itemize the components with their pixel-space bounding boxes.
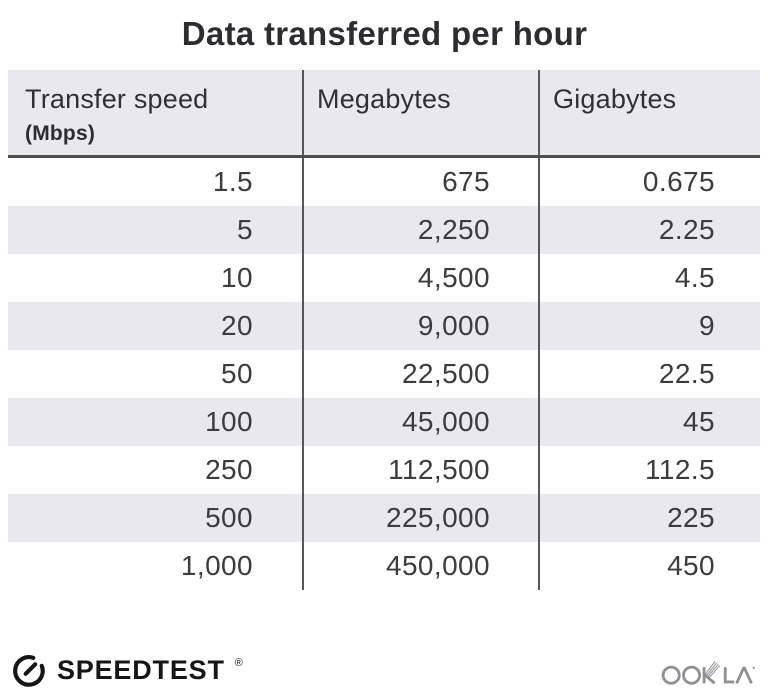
table-row: 50 22,500 22.5	[8, 350, 760, 398]
cell-gigabytes: 9	[538, 302, 760, 350]
cell-gigabytes: 4.5	[538, 254, 760, 302]
cell-gigabytes: 450	[538, 542, 760, 590]
table-body: 1.5 675 0.675 5 2,250 2.25 10 4,500 4.5 …	[8, 158, 760, 590]
speedtest-wordmark: SPEEDTEST	[57, 654, 225, 685]
table-row: 20 9,000 9	[8, 302, 760, 350]
cell-megabytes: 45,000	[302, 398, 538, 446]
cell-transfer-speed: 500	[205, 502, 253, 533]
ookla-logo: OOKLA	[661, 654, 755, 687]
cell-transfer-speed: 1,000	[180, 550, 253, 581]
table-row: 1.5 675 0.675	[8, 158, 760, 206]
table-row: 10 4,500 4.5	[8, 254, 760, 302]
cell-megabytes: 675	[302, 158, 538, 206]
speedtest-gauge-icon	[10, 651, 48, 689]
cell-megabytes: 112,500	[302, 446, 538, 494]
table-row: 5 2,250 2.25	[8, 206, 760, 254]
cell-transfer-speed: 100	[205, 406, 253, 437]
speedtest-logo: SPEEDTEST ®	[10, 651, 243, 689]
cell-gigabytes: 2.25	[538, 206, 760, 254]
cell-megabytes: 4,500	[302, 254, 538, 302]
column-header-gigabytes: Gigabytes	[538, 70, 760, 155]
column-header-label: Transfer speed	[25, 84, 209, 114]
cell-transfer-speed: 250	[205, 454, 253, 485]
cell-megabytes: 450,000	[302, 542, 538, 590]
table-row: 100 45,000 45	[8, 398, 760, 446]
data-table: Transfer speed (Mbps) Megabytes Gigabyte…	[8, 70, 760, 590]
cell-gigabytes: 22.5	[538, 350, 760, 398]
footer-brand-bar: SPEEDTEST ® OOKLA	[10, 647, 755, 693]
column-header-transfer-speed: Transfer speed (Mbps)	[8, 70, 302, 155]
cell-transfer-speed: 10	[221, 262, 253, 293]
column-header-megabytes: Megabytes	[302, 70, 538, 155]
cell-megabytes: 22,500	[302, 350, 538, 398]
column-header-sublabel: (Mbps)	[25, 122, 96, 145]
cell-transfer-speed: 20	[221, 310, 253, 341]
cell-gigabytes: 112.5	[538, 446, 760, 494]
table-row: 250 112,500 112.5	[8, 446, 760, 494]
column-header-label: Megabytes	[317, 84, 451, 114]
cell-gigabytes: 225	[538, 494, 760, 542]
cell-transfer-speed: 1.5	[212, 166, 253, 197]
table-row: 1,000 450,000 450	[8, 542, 760, 590]
column-header-label: Gigabytes	[553, 84, 677, 114]
cell-gigabytes: 0.675	[538, 158, 760, 206]
cell-transfer-speed: 50	[221, 358, 253, 389]
cell-megabytes: 225,000	[302, 494, 538, 542]
page-title: Data transferred per hour	[181, 15, 588, 52]
cell-transfer-speed: 5	[237, 214, 253, 245]
cell-megabytes: 9,000	[302, 302, 538, 350]
table-row: 500 225,000 225	[8, 494, 760, 542]
registered-trademark-symbol: ®	[234, 657, 243, 669]
cell-gigabytes: 45	[538, 398, 760, 446]
cell-megabytes: 2,250	[302, 206, 538, 254]
table-header-row: Transfer speed (Mbps) Megabytes Gigabyte…	[8, 70, 760, 158]
